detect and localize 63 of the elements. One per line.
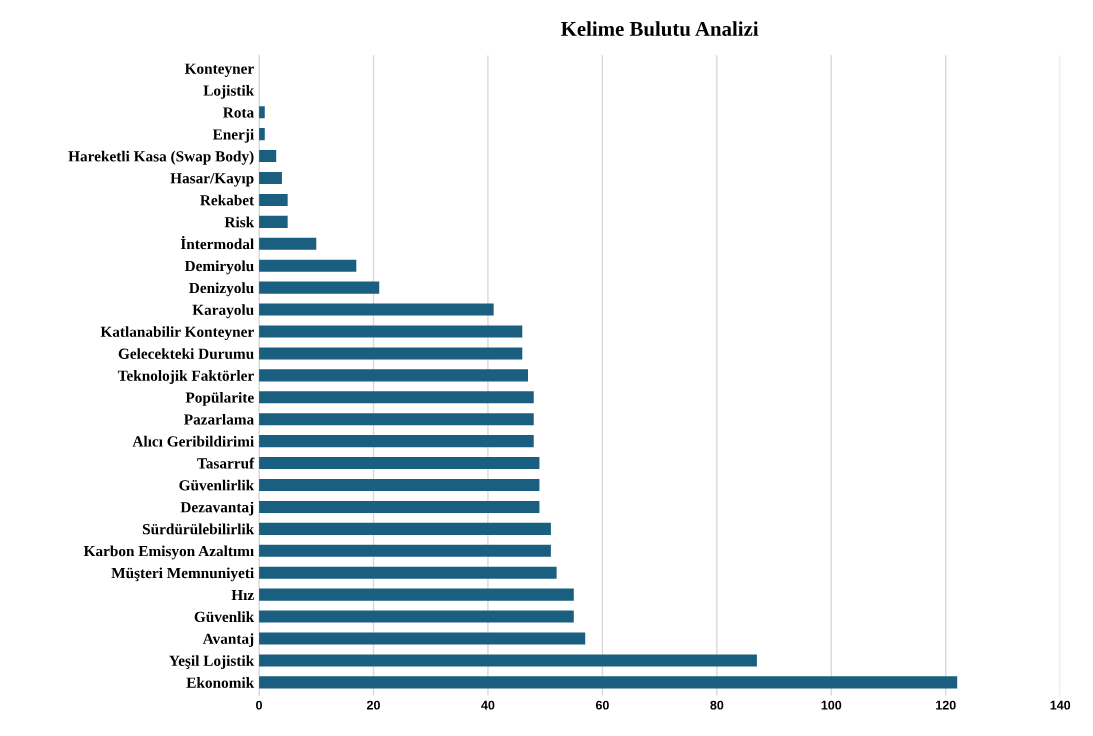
bar [259,566,557,579]
x-tick-label: 40 [481,700,495,710]
y-tick-label: Gelecekteki Durumu [118,348,254,359]
y-tick-label: Demiryolu [184,260,254,275]
bar [259,303,494,316]
bar [259,237,317,250]
y-tick-label: Hareketli Kasa (Swap Body) [68,150,254,165]
chart-title: Kelime Bulutu Analizi [561,21,759,37]
bar [259,325,523,338]
bar [259,369,528,382]
bar [259,522,551,535]
bar [259,478,540,492]
y-tick-label: Popülarite [185,391,254,406]
y-tick-label: Denizyolu [189,282,254,297]
y-tick-label: Ekonomik [186,677,255,688]
y-tick-label: Teknolojik Faktörler [117,370,254,384]
y-tick-label: İntermodal [180,236,254,250]
bar [259,171,282,185]
y-tick-label: Lojistik [203,84,255,99]
y-tick-label: Yeşil Lojistik [169,655,255,669]
y-tick-label: Tasarruf [197,457,255,469]
y-tick-label: Enerji [212,128,254,143]
y-tick-label: Katlanabilir Konteyner [100,326,254,341]
y-tick-label: Karbon Emisyon Azaltımı [83,545,254,560]
bar [259,435,534,448]
bar [259,457,540,470]
bar [259,610,574,623]
bar [259,259,357,272]
y-tick-label: Müşteri Memnuniyeti [111,567,254,582]
bar [259,215,288,228]
x-tick-label: 0 [256,700,262,710]
bar [259,193,288,206]
y-tick-label: Alıcı Geribildirimi [132,435,254,447]
x-tick-label: 20 [366,700,380,710]
bar [259,544,551,557]
y-tick-label: Karayolu [192,304,254,319]
bar [259,281,380,294]
y-tick-label: Sürdürülebilirlik [142,523,255,535]
bar [259,632,586,645]
y-tick-label: Pazarlama [184,413,254,425]
bar [259,654,757,667]
y-tick-label: Rekabet [200,194,255,206]
y-tick-label: Konteyner [184,63,254,77]
bar [259,413,534,426]
x-tick-label: 60 [595,700,609,710]
y-tick-label: Hız [231,589,254,600]
x-tick-label: 120 [936,700,956,710]
y-tick-label: Güvenlirlik [179,479,255,491]
y-tick-label: Rota [223,107,254,118]
x-tick-label: 140 [1050,700,1071,710]
bar [259,500,540,513]
y-tick-label: Güvenlik [194,611,255,623]
y-tick-label: Hasar/Kayıp [170,173,254,187]
y-tick-label: Dezavantaj [180,501,254,516]
x-tick-label: 80 [710,700,724,710]
bar [259,150,277,163]
bar [259,588,574,601]
x-tick-label: 100 [821,700,842,710]
bar [259,347,523,360]
y-tick-label: Risk [224,216,255,228]
y-tick-label: Avantaj [202,633,254,648]
bar [259,676,958,689]
bar [259,391,534,404]
